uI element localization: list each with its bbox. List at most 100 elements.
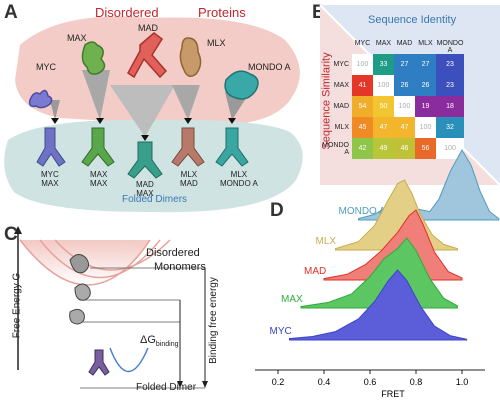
series-area-mad (323, 209, 463, 281)
x-tick-label: 0.4 (318, 377, 331, 387)
matrix-cell: 49 (373, 138, 394, 159)
monomer-label-mondo: MONDO A (248, 62, 291, 72)
funnel-mad (110, 85, 175, 137)
column-header: MLX (418, 40, 433, 47)
dimer-label-5: MLX MONDO A (220, 170, 258, 188)
monomer-mad (127, 32, 168, 79)
matrix-row: MAX 41 100 26 26 23 (320, 75, 480, 96)
matrix-cell: 19 (415, 96, 436, 117)
monomer-label-max: MAX (67, 33, 87, 43)
folded-dimer-label: Folded Dimer (136, 382, 197, 393)
matrix-cell: 47 (394, 117, 415, 138)
monomer-shape-3 (69, 308, 85, 325)
matrix-cell: 47 (373, 117, 394, 138)
panel-b-top-label: Sequence Identity (368, 14, 457, 26)
monomer-shape-1 (69, 254, 90, 274)
x-tick-label: 0.6 (364, 377, 377, 387)
x-tick-label: 1.0 (456, 377, 469, 387)
delta-g-label: ΔGbinding (140, 334, 179, 349)
matrix-cell: 26 (394, 75, 415, 96)
monomer-label-mlx: MLX (207, 38, 226, 48)
series-area-max (300, 237, 458, 309)
matrix-header-row: MYC MAX MAD MLX MONDO A (320, 40, 480, 54)
funnel-myc (50, 100, 60, 120)
matrix-row: MYC 100 33 27 27 23 (320, 54, 480, 75)
matrix-row: MAD 54 50 100 19 18 (320, 96, 480, 117)
monomer-mlx (179, 37, 202, 77)
series-label: MONDO A (339, 206, 387, 217)
dimer-label-1: MYC MAX (41, 170, 59, 188)
matrix-cell: 45 (352, 117, 373, 138)
matrix-cell: 100 (373, 75, 394, 96)
panel-a-title-right: Proteins (198, 5, 246, 20)
monomer-mondo (224, 70, 259, 100)
series-label: MYC (270, 326, 292, 337)
matrix-cell: 26 (415, 75, 436, 96)
column-header: MAD (396, 40, 413, 47)
row-label: MLX (334, 124, 349, 131)
matrix-cell: 54 (352, 96, 373, 117)
monomer-label-mad: MAD (138, 23, 158, 33)
column-header: MAX (375, 40, 392, 47)
panel-a-graphic (4, 16, 303, 213)
matrix-cell: 23 (436, 75, 464, 96)
binding-free-energy-label: Binding free energy (207, 277, 219, 364)
dimer-label-4: MLX MAD (180, 170, 198, 188)
x-tick-label: 0.8 (410, 377, 423, 387)
fret-chart: MONDO A MLX MAD MAX MYC 0.2 0.4 0.6 0.8 1.0 FRET (255, 148, 500, 399)
panel-c-letter: C (4, 224, 18, 245)
matrix-cell: 42 (352, 138, 373, 159)
panel-a-letter: A (4, 2, 18, 23)
monomer-label-myc: MYC (36, 62, 56, 72)
series-label: MAD (304, 266, 326, 277)
row-label: MONDO A (322, 141, 349, 156)
matrix-rows: MYC 100 33 27 27 23 MAX 41 100 26 26 23 MAD 54 50 100 19… (320, 54, 480, 159)
funnel-max (82, 70, 110, 120)
monomer-shape-2 (74, 283, 91, 301)
x-tick-label: 0.2 (272, 377, 285, 387)
column-header: MYC (354, 40, 371, 47)
column-header: MONDO A (436, 40, 464, 54)
monomer-myc (28, 89, 53, 109)
folded-well (109, 347, 149, 372)
matrix-cell: 100 (436, 138, 464, 159)
folded-dimer-shape (88, 349, 110, 376)
disordered-monomers-line2: Monomers (154, 261, 206, 273)
row-label: MAX (333, 82, 349, 89)
row-label: MAD (333, 103, 349, 110)
matrix-cell: 32 (436, 117, 464, 138)
similarity-matrix: MYC MAX MAD MLX MONDO A MYC 100 33 27 27 23 MA… (320, 40, 480, 159)
panel-a-title-left: Disordered (95, 5, 159, 20)
monomer-max (81, 41, 106, 75)
matrix-cell: 100 (415, 117, 436, 138)
matrix-cell: 41 (352, 75, 373, 96)
shallow-well-2 (39, 239, 161, 279)
matrix-row: MONDO A 42 49 46 56 100 (320, 138, 480, 159)
matrix-cell: 27 (394, 54, 415, 75)
panel-d-letter: D (270, 200, 284, 221)
series-area-myc (289, 269, 468, 341)
series-label: MLX (316, 236, 337, 247)
matrix-cell: 18 (436, 96, 464, 117)
matrix-cell: 50 (373, 96, 394, 117)
shallow-well-3 (54, 239, 171, 271)
dimer-label-3: MAD MAX (136, 180, 154, 198)
matrix-cell: 100 (394, 96, 415, 117)
matrix-cell: 46 (394, 138, 415, 159)
matrix-row: MLX 45 47 47 100 32 (320, 117, 480, 138)
matrix-cell: 100 (352, 54, 373, 75)
dimer-icons (36, 127, 249, 179)
dimer-label-2: MAX MAX (90, 170, 108, 188)
energy-axis-label: Free Energy G (11, 272, 23, 339)
matrix-cell: 23 (436, 54, 464, 75)
funnel-mlx (172, 85, 200, 120)
x-axis-label: FRET (381, 389, 405, 399)
series-label: MAX (281, 294, 303, 305)
disordered-monomers-line1: Disordered (146, 247, 200, 259)
panel-a-footer: Folded Dimers (122, 194, 188, 205)
matrix-cell: 56 (415, 138, 436, 159)
matrix-cell: 27 (415, 54, 436, 75)
row-label: MYC (333, 61, 349, 68)
matrix-cell: 33 (373, 54, 394, 75)
energy-landscape (14, 226, 208, 389)
